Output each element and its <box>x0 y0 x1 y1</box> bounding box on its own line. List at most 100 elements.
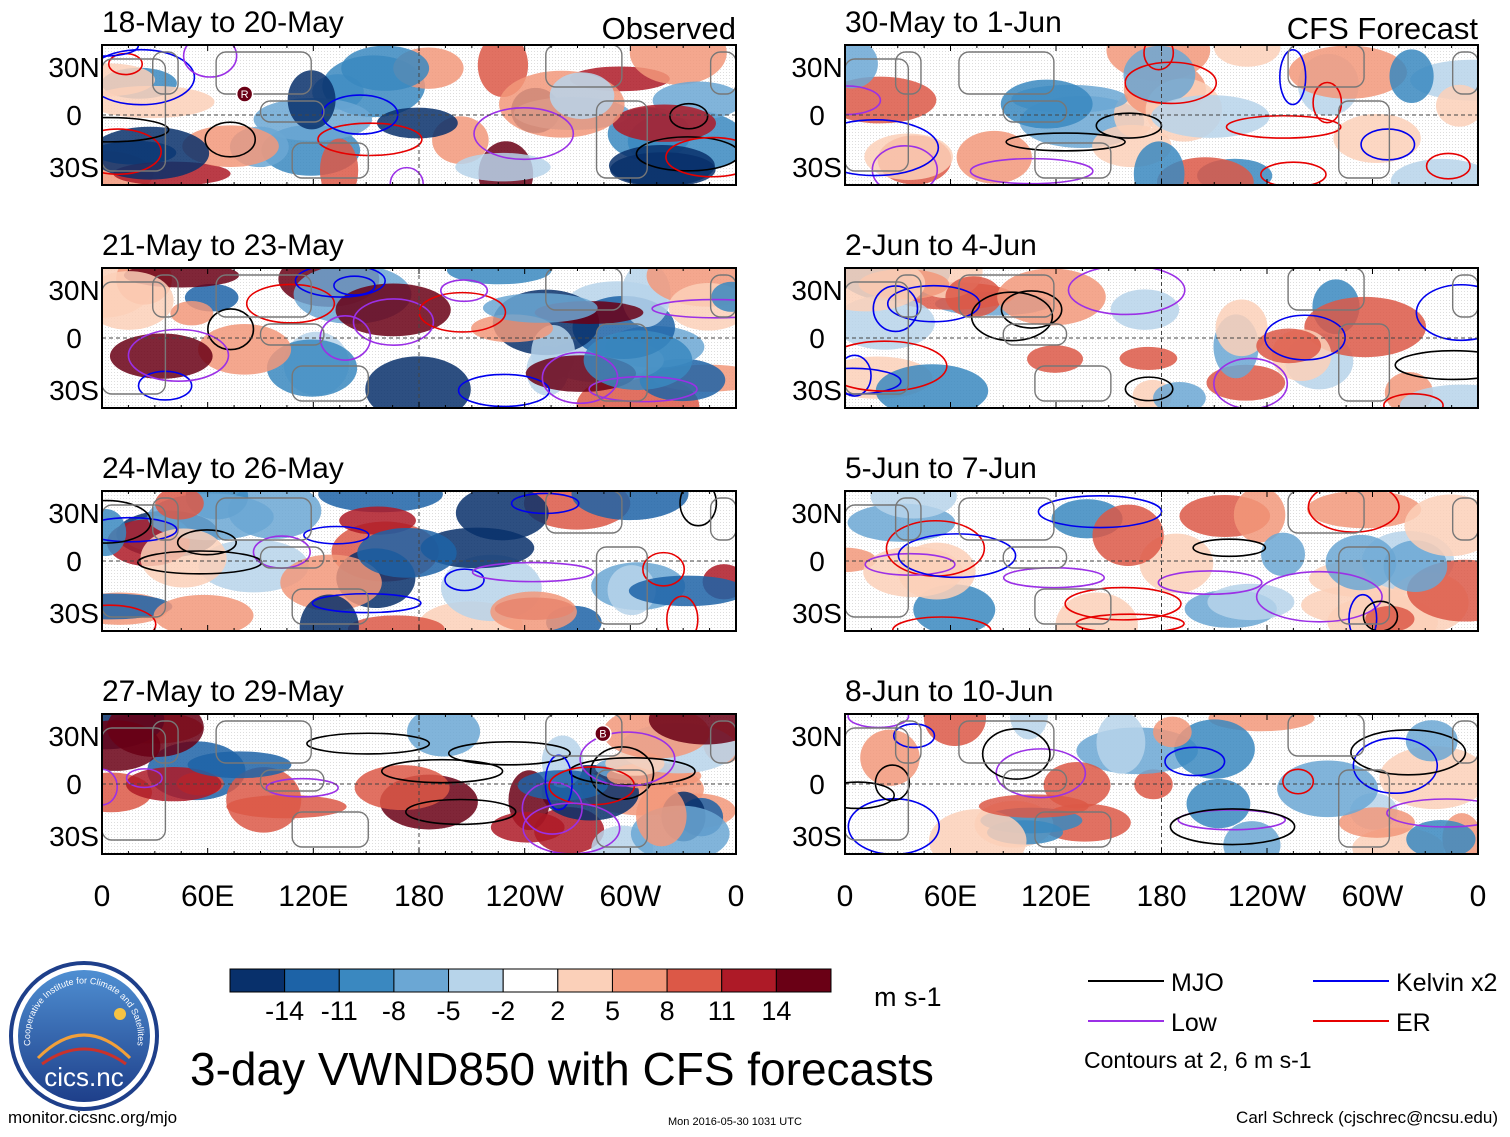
colorbar-tick-label: 8 <box>660 996 675 1026</box>
wave-contour <box>294 268 386 298</box>
colorbar-tick-label: -14 <box>265 996 304 1026</box>
y-tick-label: 0 <box>809 100 825 131</box>
coastline <box>1287 268 1365 311</box>
y-tick-label: 30S <box>792 152 842 183</box>
footer-timestamp: Mon 2016-05-30 1031 UTC <box>668 1116 802 1128</box>
coastline <box>595 546 648 625</box>
coastline <box>1338 769 1391 848</box>
x-tick-label: 60W <box>1342 880 1404 913</box>
y-tick-label: 30N <box>48 275 99 306</box>
wave-contour <box>1143 45 1175 71</box>
storm-label: B <box>599 729 606 741</box>
anomaly-patch <box>376 107 458 139</box>
coastline <box>1287 45 1365 88</box>
anomaly-patch <box>1153 382 1206 408</box>
wave-contour <box>317 122 423 157</box>
colorbar-tick-label: -5 <box>437 996 461 1026</box>
anomaly-patch <box>1389 49 1434 104</box>
anomaly-patch <box>187 751 292 779</box>
legend: MJO Kelvin x2 Low ER Contours at 2, 6 m s-1 <box>1084 969 1497 1073</box>
wave-contour <box>473 107 575 161</box>
cics-logo: Cooperative Institute for Climate and Sa… <box>9 961 159 1111</box>
coastline <box>1451 51 1478 95</box>
figure-title: 3-day VWND850 with CFS forecasts <box>190 1043 934 1095</box>
anomaly-patch <box>945 276 1002 317</box>
wave-contour <box>864 552 956 576</box>
wave-contour <box>1312 81 1343 124</box>
anomaly-patch <box>1133 141 1185 185</box>
anomaly-patch <box>711 281 736 312</box>
panel-date-label: 5-Jun to 7-Jun <box>845 452 1037 485</box>
anomaly-patch <box>339 506 416 535</box>
x-tick-label: 120W <box>485 880 564 913</box>
colorbar-tick-label: -11 <box>321 996 358 1026</box>
x-tick-label: 60E <box>924 880 977 913</box>
wave-contour <box>871 145 939 185</box>
coastline <box>894 51 922 95</box>
colorbar-swatch <box>229 968 286 993</box>
wave-contour <box>969 157 1094 185</box>
colorbar-units: m s-1 <box>874 982 942 1012</box>
wave-contour <box>679 491 718 527</box>
wave-contour <box>102 48 196 106</box>
coastline <box>595 100 648 179</box>
wave-contour <box>125 768 163 789</box>
x-tick-label: 0 <box>1470 880 1487 913</box>
y-tick-label: 30S <box>792 821 842 852</box>
wave-contour <box>333 275 376 296</box>
anomaly-patch <box>608 144 715 185</box>
wave-contour <box>1352 737 1439 795</box>
anomaly-patch <box>1000 79 1093 129</box>
anomaly-patch <box>347 615 445 631</box>
wave-contour <box>1000 290 1063 329</box>
anomaly-patch <box>1333 113 1421 163</box>
wave-contour <box>845 781 896 810</box>
legend-label: MJO <box>1171 969 1224 997</box>
wave-contour <box>1255 570 1383 623</box>
anomaly-patch <box>860 729 920 786</box>
coastline <box>545 268 623 311</box>
coastline <box>709 720 736 764</box>
wave-contour <box>1124 376 1174 402</box>
panel-date-label: 18-May to 20-May <box>102 6 344 39</box>
wave-contour <box>1348 593 1378 631</box>
wave-contour <box>1260 161 1327 185</box>
y-tick-label: 30N <box>48 52 99 83</box>
y-tick-label: 30S <box>49 598 99 629</box>
anomaly-patch <box>1151 95 1270 138</box>
anomaly-patch <box>1055 592 1138 631</box>
wave-contour <box>102 499 152 544</box>
logo-name: cics.nc <box>44 1062 123 1092</box>
anomaly-patch <box>482 293 598 323</box>
anomaly-patch <box>155 491 204 520</box>
coastline <box>1034 142 1112 179</box>
anomaly-patch <box>845 45 878 89</box>
anomaly-patch <box>928 809 1027 854</box>
wave-contour <box>471 561 595 583</box>
anomaly-patch <box>102 126 210 180</box>
y-tick-label: 0 <box>66 546 82 577</box>
wave-contour <box>1307 491 1400 533</box>
coastline <box>152 274 179 318</box>
colorbar-swatch <box>666 968 723 993</box>
coastline <box>259 546 325 569</box>
panel-date-label: 24-May to 26-May <box>102 452 344 485</box>
anomaly-patch <box>1043 762 1111 809</box>
coastline <box>1451 720 1478 764</box>
anomaly-patch <box>875 364 989 408</box>
anomaly-patch <box>1261 532 1306 577</box>
colorbar-tick-label: 5 <box>605 996 620 1026</box>
wave-contour <box>669 102 709 130</box>
coastline <box>958 497 1055 541</box>
wave-contour <box>579 731 676 787</box>
footer-author: Carl Schreck (cjschrec@ncsu.edu) <box>1236 1108 1498 1127</box>
anomaly-patch <box>1399 384 1478 408</box>
anomaly-patch <box>357 527 457 578</box>
wave-contour <box>176 529 237 556</box>
coastline <box>958 274 1055 318</box>
y-tick-label: 30S <box>792 375 842 406</box>
anomaly-patch <box>583 330 693 390</box>
anomaly-patch <box>1304 296 1427 358</box>
